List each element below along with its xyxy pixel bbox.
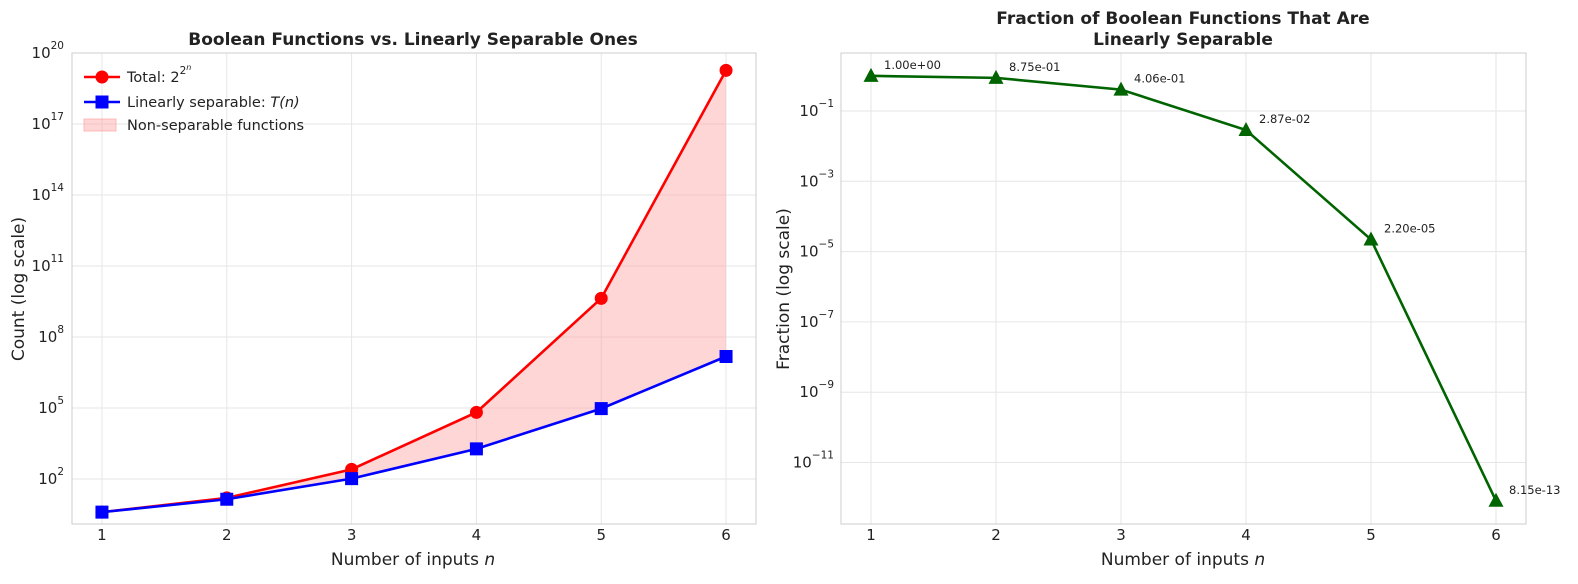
x-tick-label: 4 <box>472 526 482 544</box>
point-linearly-separable <box>345 472 359 486</box>
y-tick-label: 10−11 <box>793 449 834 471</box>
point-total <box>719 63 733 77</box>
chart-title: Boolean Functions vs. Linearly Separable… <box>188 30 637 50</box>
y-ticks: 102 105 108 1011 1014 1017 1020 <box>32 40 65 488</box>
x-ticks: 1 2 3 4 5 6 <box>97 526 731 544</box>
x-tick-label: 5 <box>1366 526 1376 544</box>
legend-label-total: Total: 22n <box>126 63 191 86</box>
point-linearly-separable <box>95 505 109 519</box>
y-tick-label: 10−9 <box>799 379 834 401</box>
y-axis-label: Fraction (log scale) <box>774 208 794 370</box>
point-linearly-separable <box>469 442 483 456</box>
legend-label-fill: Non-separable functions <box>127 118 304 134</box>
x-tick-label: 3 <box>347 526 357 544</box>
point-total <box>594 291 608 305</box>
annotations: 1.00e+00 8.75e-01 4.06e-01 2.87e-02 2.20e-05… <box>884 58 1560 497</box>
point-fraction <box>1363 231 1379 246</box>
legend-label-linear: Linearly separable: T(n) <box>127 95 300 111</box>
plot-frame <box>840 52 1527 525</box>
point-fraction <box>863 67 879 82</box>
point-linearly-separable <box>719 350 733 364</box>
x-tick-label: 5 <box>596 526 606 544</box>
chart-title-line-1: Fraction of Boolean Functions That Are <box>996 9 1369 29</box>
fill-between <box>101 70 727 513</box>
point-fraction <box>988 69 1004 84</box>
x-tick-label: 6 <box>1491 526 1501 544</box>
legend-marker-total <box>95 70 109 84</box>
y-tick-label: 1014 <box>32 182 65 204</box>
y-tick-label: 1017 <box>32 111 64 133</box>
x-tick-label: 1 <box>97 526 107 544</box>
data-label: 8.75e-01 <box>1009 60 1060 74</box>
y-ticks: 10−1 10−3 10−5 10−7 10−9 10−11 <box>793 98 834 471</box>
x-tick-label: 2 <box>222 526 232 544</box>
point-total <box>469 405 483 419</box>
point-fraction <box>1113 81 1129 96</box>
y-tick-label: 10−3 <box>799 168 834 190</box>
x-axis-label: Number of inputs n <box>331 550 495 570</box>
point-linearly-separable <box>220 492 234 506</box>
point-fraction <box>1488 492 1504 507</box>
x-tick-label: 1 <box>866 526 876 544</box>
y-tick-label: 10−1 <box>799 98 834 120</box>
series-group <box>863 67 1504 507</box>
x-tick-label: 6 <box>721 526 731 544</box>
plot-frame <box>71 52 757 525</box>
y-tick-label: 10−7 <box>799 309 834 331</box>
point-fraction <box>1238 122 1254 137</box>
y-tick-label: 1020 <box>32 40 64 62</box>
fraction-chart: Fraction of Boolean Functions That Are L… <box>774 9 1560 570</box>
x-tick-label: 2 <box>991 526 1001 544</box>
series-line-fraction <box>870 74 1498 502</box>
data-label: 1.00e+00 <box>884 58 941 72</box>
data-label: 2.87e-02 <box>1259 112 1310 126</box>
y-tick-label: 102 <box>38 466 64 488</box>
legend: Total: 22n Linearly separable: T(n) Non-se… <box>83 63 304 134</box>
series-group <box>95 63 733 519</box>
data-label: 8.15e-13 <box>1509 483 1560 497</box>
legend-marker-linear <box>95 95 109 109</box>
y-tick-label: 105 <box>38 395 64 417</box>
x-ticks: 1 2 3 4 5 6 <box>866 526 1501 544</box>
x-axis-label: Number of inputs n <box>1101 550 1265 570</box>
series-line-linearly-separable <box>101 355 727 514</box>
data-label: 2.20e-05 <box>1384 222 1435 236</box>
count-chart: Boolean Functions vs. Linearly Separable… <box>9 30 757 570</box>
x-tick-label: 3 <box>1116 526 1126 544</box>
point-linearly-separable <box>594 402 608 416</box>
y-tick-label: 10−5 <box>799 239 834 261</box>
chart-title-line-2: Linearly Separable <box>1093 30 1273 50</box>
non-separable-area <box>101 70 727 513</box>
x-tick-label: 4 <box>1241 526 1251 544</box>
legend-swatch-fill <box>83 118 117 132</box>
y-axis-label: Count (log scale) <box>9 217 29 361</box>
y-tick-label: 1011 <box>32 253 64 275</box>
data-label: 4.06e-01 <box>1134 72 1185 86</box>
grid <box>841 53 1526 524</box>
y-tick-label: 108 <box>38 324 64 346</box>
